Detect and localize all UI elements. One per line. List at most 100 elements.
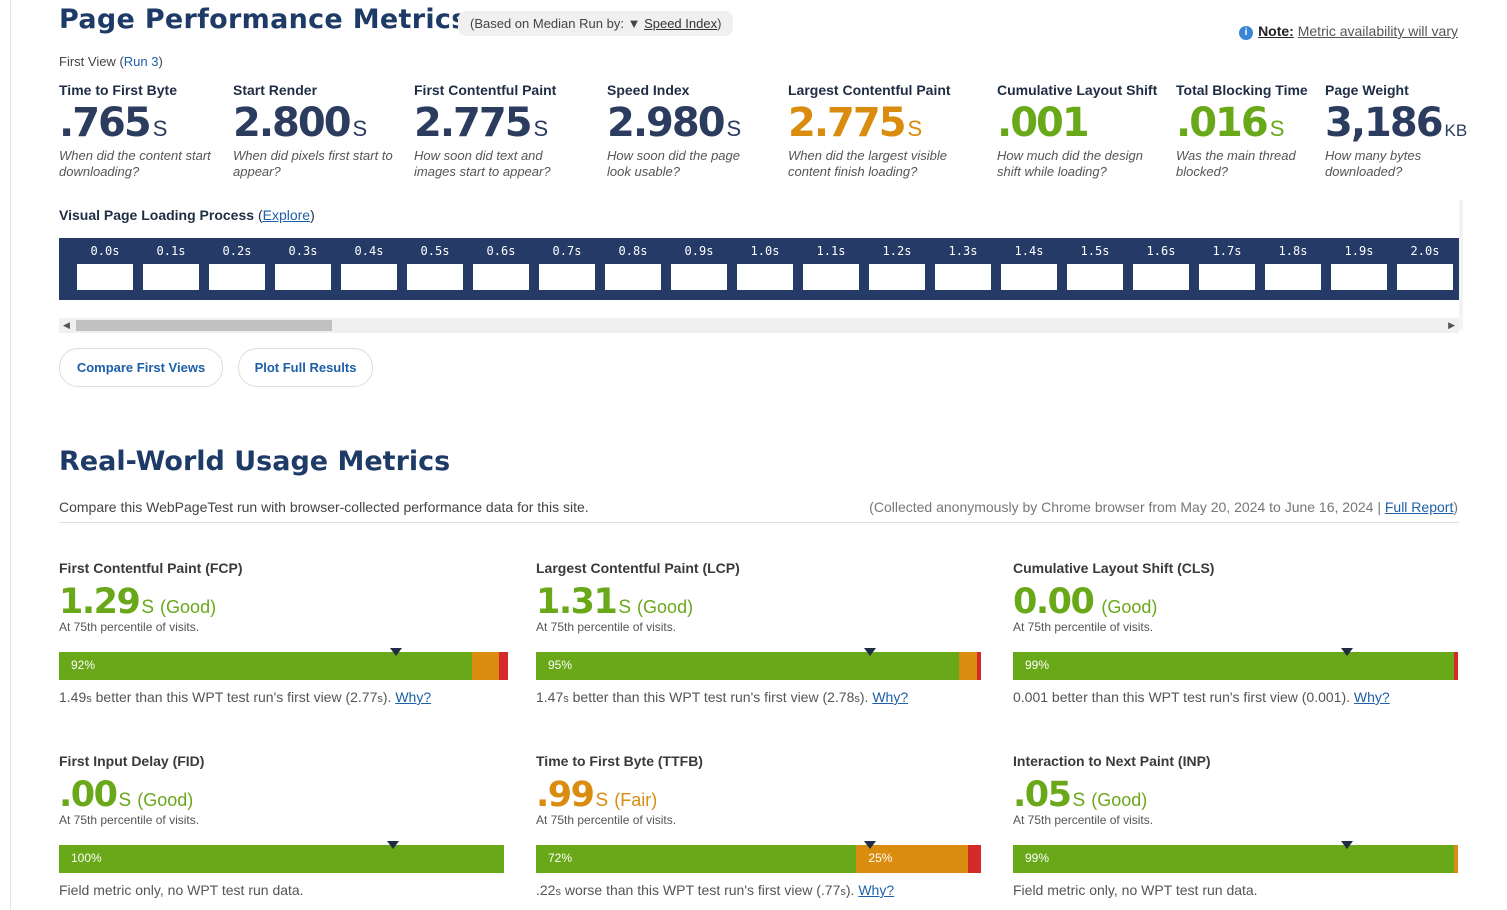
realworld-card-cls: Cumulative Layout Shift (CLS) 0.00 (Good) A… <box>1013 560 1458 634</box>
frame-thumbnail[interactable] <box>737 264 793 290</box>
median-run-selector[interactable]: (Based on Median Run by: ▼ Speed Index) <box>458 11 734 36</box>
frame-thumbnail[interactable] <box>935 264 991 290</box>
filmstrip-frame[interactable]: 1.5s <box>1067 238 1123 290</box>
filmstrip-frame[interactable]: 0.3s <box>275 238 331 290</box>
filmstrip-scrollbar[interactable]: ◀ ▶ <box>59 318 1459 333</box>
segment-percent: 92% <box>71 658 96 672</box>
scroll-left-icon[interactable]: ◀ <box>63 320 70 330</box>
filmstrip-frame[interactable]: 1.2s <box>869 238 925 290</box>
metric-unit: S <box>907 116 923 141</box>
filmstrip-frame[interactable]: 1.7s <box>1199 238 1255 290</box>
frame-thumbnail[interactable] <box>605 264 661 290</box>
frame-thumbnail[interactable] <box>1331 264 1387 290</box>
segment-poor <box>976 652 981 680</box>
median-metric-link[interactable]: Speed Index <box>644 16 718 31</box>
frame-thumbnail[interactable] <box>671 264 727 290</box>
chevron-down-icon[interactable]: ▼ <box>627 16 641 31</box>
frame-thumbnail[interactable] <box>1199 264 1255 290</box>
filmstrip[interactable]: 0.0s 0.1s 0.2s 0.3s 0.4s 0.5s 0.6s 0.7s 0.8s 0.9s… <box>59 238 1459 300</box>
card-rating: (Good) <box>1091 790 1148 810</box>
metric-description: How soon did the page look usable? <box>607 148 740 179</box>
segment-fair <box>958 652 977 680</box>
frame-time: 0.9s <box>684 244 714 258</box>
card-comparison: Field metric only, no WPT test run data. <box>59 882 304 898</box>
frame-thumbnail[interactable] <box>209 264 265 290</box>
filmstrip-frame[interactable]: 1.6s <box>1133 238 1189 290</box>
filmstrip-frame[interactable]: 1.4s <box>1001 238 1057 290</box>
why-link[interactable]: Why? <box>395 689 432 705</box>
why-link[interactable]: Why? <box>872 689 909 705</box>
card-percentile-note: At 75th percentile of visits. <box>59 813 200 827</box>
percentile-marker-icon <box>389 648 402 656</box>
card-percentile-note: At 75th percentile of visits. <box>1013 620 1154 634</box>
scrollbar-thumb[interactable] <box>76 320 332 331</box>
why-link[interactable]: Why? <box>1353 689 1390 705</box>
filmstrip-frame[interactable]: 1.8s <box>1265 238 1321 290</box>
metric-label: First Contentful Paint <box>414 82 557 98</box>
card-comparison: 1.49s better than this WPT test run's fi… <box>59 689 431 705</box>
note-text[interactable]: Metric availability will vary <box>1297 23 1458 39</box>
frame-thumbnail[interactable] <box>473 264 529 290</box>
filmstrip-frame[interactable]: 0.0s <box>77 238 133 290</box>
distribution-bar: 99% <box>1013 845 1458 873</box>
metric-label: Time to First Byte <box>59 82 177 98</box>
left-border <box>10 0 11 910</box>
explore-link[interactable]: Explore <box>262 207 311 223</box>
card-value: .99 <box>536 775 595 815</box>
frame-thumbnail[interactable] <box>1265 264 1321 290</box>
frame-thumbnail[interactable] <box>539 264 595 290</box>
filmstrip-frame[interactable]: 0.6s <box>473 238 529 290</box>
filmstrip-frame[interactable]: 1.0s <box>737 238 793 290</box>
metric-unit: S <box>352 116 368 141</box>
percentile-marker-icon <box>386 841 399 849</box>
frame-time: 2.0s <box>1410 244 1440 258</box>
segment-good: 92% <box>59 652 473 680</box>
why-link[interactable]: Why? <box>858 882 895 898</box>
page-title: Page Performance Metrics <box>59 4 468 35</box>
frame-thumbnail[interactable] <box>803 264 859 290</box>
metric-value: 3,186 <box>1325 100 1444 146</box>
scroll-right-icon[interactable]: ▶ <box>1448 320 1455 330</box>
frame-thumbnail[interactable] <box>407 264 463 290</box>
frame-thumbnail[interactable] <box>275 264 331 290</box>
frame-thumbnail[interactable] <box>1133 264 1189 290</box>
run-close: ) <box>158 54 163 69</box>
filmstrip-frame[interactable]: 0.2s <box>209 238 265 290</box>
filmstrip-frame[interactable]: 0.9s <box>671 238 727 290</box>
run-link[interactable]: Run 3 <box>123 54 159 69</box>
filmstrip-frame[interactable]: 0.7s <box>539 238 595 290</box>
filmstrip-frame[interactable]: 1.1s <box>803 238 859 290</box>
metric-value: 2.800 <box>233 100 352 146</box>
card-value: .05 <box>1013 775 1072 815</box>
filmstrip-frame[interactable]: 2.0s <box>1397 238 1453 290</box>
filmstrip-frame[interactable]: 0.8s <box>605 238 661 290</box>
full-report-link[interactable]: Full Report <box>1384 499 1454 515</box>
plot-full-results-button[interactable]: Plot Full Results <box>238 348 373 387</box>
frame-time: 0.8s <box>618 244 648 258</box>
filmstrip-edge <box>1459 200 1463 330</box>
frame-thumbnail[interactable] <box>1397 264 1453 290</box>
filmstrip-frame[interactable]: 0.5s <box>407 238 463 290</box>
card-rating: (Good) <box>1101 597 1158 617</box>
frame-thumbnail[interactable] <box>1001 264 1057 290</box>
comparison-text: better than this WPT test run's first vi… <box>91 689 378 705</box>
filmstrip-frame[interactable]: 0.4s <box>341 238 397 290</box>
compare-first-views-button[interactable]: Compare First Views <box>59 348 223 387</box>
segment-good: 100% <box>59 845 504 873</box>
frame-thumbnail[interactable] <box>77 264 133 290</box>
comparison-value: Field metric only, no WPT test run data. <box>59 882 304 898</box>
comparison-text: worse than this WPT test run's first vie… <box>560 882 841 898</box>
frame-thumbnail[interactable] <box>143 264 199 290</box>
metric-tbt: Total Blocking Time .016 S Was the main t… <box>1176 82 1316 180</box>
filmstrip-frame[interactable]: 1.3s <box>935 238 991 290</box>
frame-thumbnail[interactable] <box>869 264 925 290</box>
card-percentile-note: At 75th percentile of visits. <box>536 620 677 634</box>
frame-thumbnail[interactable] <box>341 264 397 290</box>
distribution-bar: 92% <box>59 652 508 680</box>
frame-time: 1.3s <box>948 244 978 258</box>
filmstrip-frame[interactable]: 1.9s <box>1331 238 1387 290</box>
metric-value: 2.775 <box>414 100 533 146</box>
frame-thumbnail[interactable] <box>1067 264 1123 290</box>
card-unit: S <box>595 790 609 811</box>
filmstrip-frame[interactable]: 0.1s <box>143 238 199 290</box>
